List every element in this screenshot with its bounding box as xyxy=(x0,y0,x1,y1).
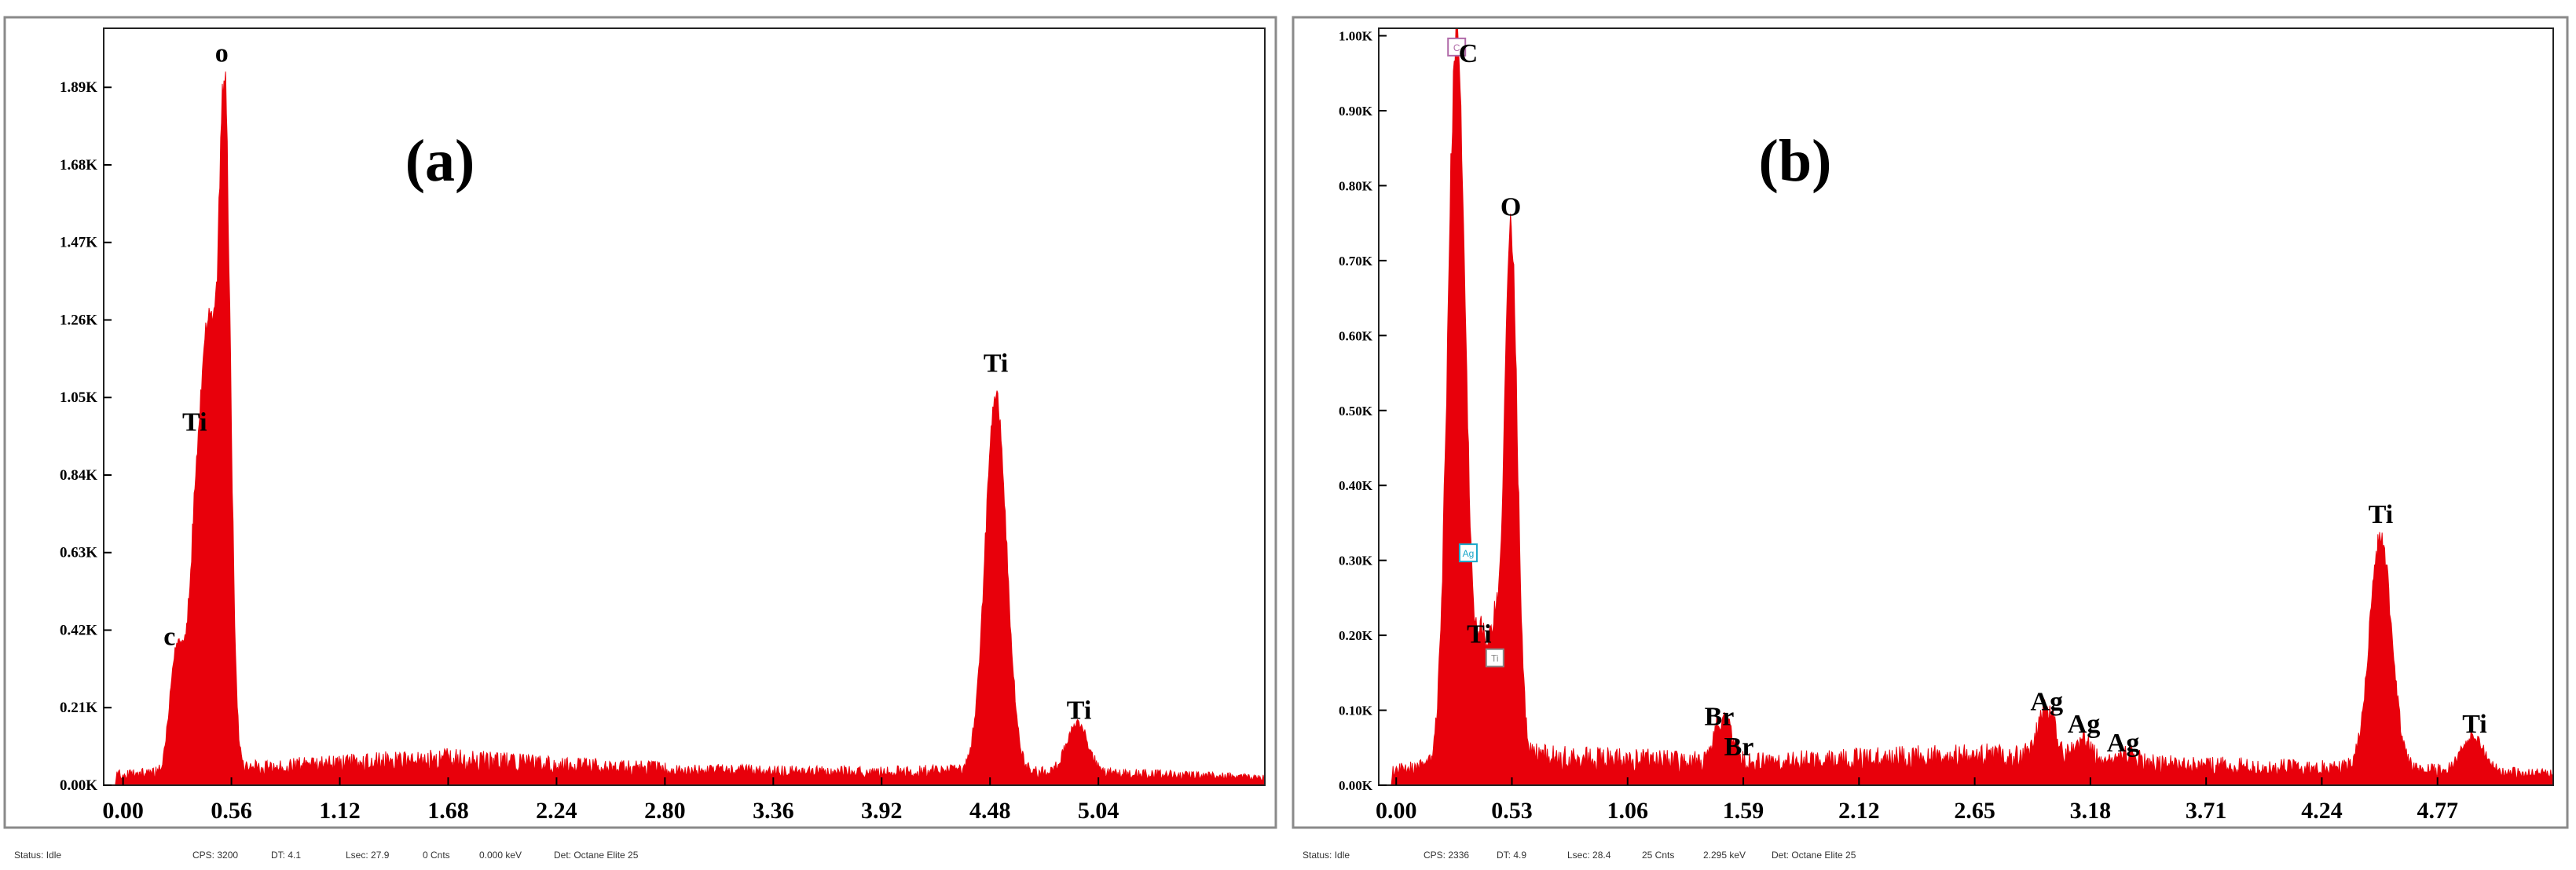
status-dt: DT: 4.9 xyxy=(1497,850,1527,861)
spectrum-area xyxy=(104,71,1266,786)
y-tick-label: 0.60K xyxy=(1339,328,1373,343)
x-tick-label: 3.71 xyxy=(2186,798,2227,824)
y-tick-label: 0.20K xyxy=(1339,628,1373,643)
status-det: Det: Octane Elite 25 xyxy=(554,850,639,861)
element-marker-box: Ag xyxy=(1458,543,1478,563)
status-dt: DT: 4.1 xyxy=(271,850,302,861)
y-tick-label: 0.84K xyxy=(60,467,97,484)
x-tick-label: 1.12 xyxy=(319,798,361,824)
y-tick-label: 0.70K xyxy=(1339,254,1373,269)
peak-label: c xyxy=(163,622,175,651)
status-kev: 0.000 keV xyxy=(479,850,522,861)
spectrum-area xyxy=(1379,27,2554,786)
eds-spectrum-chart-b: 0.00K 0.10K 0.20K 0.30K 0.40K 0.50K 0.60K 0.70K… xyxy=(1292,16,2569,829)
peak-label: Ti xyxy=(984,349,1009,378)
status-lsec: Lsec: 28.4 xyxy=(1567,850,1611,861)
y-tick-label: 0.21K xyxy=(60,700,97,716)
peak-label: C xyxy=(1459,39,1479,68)
peak-label: Ti xyxy=(1467,620,1492,649)
peak-label: Ti xyxy=(1067,696,1092,725)
y-tick-label: 0.40K xyxy=(1339,478,1373,493)
element-marker-box: C xyxy=(1447,37,1467,57)
status-state: Status: Idle xyxy=(14,850,62,861)
status-lsec: Lsec: 27.9 xyxy=(346,850,390,861)
status-cnts: 0 Cnts xyxy=(423,850,450,861)
y-tick-label: 0.90K xyxy=(1339,104,1373,119)
peak-label: Br xyxy=(1724,733,1754,762)
element-marker-label: Ti xyxy=(1491,653,1499,664)
x-tick-label: 1.68 xyxy=(427,798,469,824)
x-tick-label: 1.59 xyxy=(1723,798,1764,824)
panel-label: (a) xyxy=(405,128,475,194)
y-tick-label: 1.47K xyxy=(60,235,97,251)
x-tick-label: 4.77 xyxy=(2417,798,2458,824)
y-tick-label: 0.63K xyxy=(60,545,97,561)
status-cps: CPS: 2336 xyxy=(1424,850,1470,861)
element-marker-label: C xyxy=(1453,42,1460,53)
status-bar-a: Status: Idle CPS: 3200 DT: 4.1 Lsec: 27.… xyxy=(0,839,1288,870)
y-tick-label: 0.42K xyxy=(60,622,97,638)
peak-label: Ti xyxy=(182,408,207,437)
x-tick-label: 0.56 xyxy=(211,798,252,824)
x-tick-label: 0.53 xyxy=(1491,798,1533,824)
element-marker-box: Ti xyxy=(1485,648,1504,667)
y-tick-label: 1.68K xyxy=(60,157,97,174)
status-state: Status: Idle xyxy=(1303,850,1350,861)
x-tick-label: 2.12 xyxy=(1838,798,1880,824)
status-bar-b: Status: Idle CPS: 2336 DT: 4.9 Lsec: 28.… xyxy=(1288,839,2576,870)
x-tick-label: 0.00 xyxy=(102,798,144,824)
peak-label: Ti xyxy=(2462,710,2487,739)
y-tick-label: 0.80K xyxy=(1339,178,1373,193)
x-tick-label: 3.92 xyxy=(861,798,903,824)
y-tick-label: 0.00K xyxy=(60,777,97,794)
status-det: Det: Octane Elite 25 xyxy=(1772,850,1856,861)
eds-spectrum-panel-b: 0.00K 0.10K 0.20K 0.30K 0.40K 0.50K 0.60K 0.70K… xyxy=(1288,0,2576,870)
status-cps: CPS: 3200 xyxy=(192,850,239,861)
y-tick-label: 1.26K xyxy=(60,312,97,328)
plot-area-border xyxy=(103,27,1266,786)
x-tick-label: 0.00 xyxy=(1376,798,1417,824)
x-tick-label: 3.18 xyxy=(2070,798,2112,824)
x-tick-label: 5.04 xyxy=(1078,798,1119,824)
peak-label: O xyxy=(1501,193,1521,222)
x-tick-label: 4.24 xyxy=(2301,798,2343,824)
x-tick-label: 2.24 xyxy=(536,798,577,824)
y-tick-label: 0.00K xyxy=(1339,778,1373,793)
panel-label: (b) xyxy=(1759,128,1832,194)
x-tick-label: 2.80 xyxy=(644,798,686,824)
status-cnts: 25 Cnts xyxy=(1642,850,1675,861)
plot-area-border xyxy=(1378,27,2554,786)
y-tick-label: 1.00K xyxy=(1339,29,1373,44)
status-kev: 2.295 keV xyxy=(1703,850,1746,861)
y-tick-label: 0.10K xyxy=(1339,704,1373,718)
peak-label: Ti xyxy=(2369,500,2394,529)
x-tick-label: 2.65 xyxy=(1954,798,1995,824)
y-tick-label: 1.05K xyxy=(60,389,97,406)
peak-label: Br xyxy=(1705,703,1735,732)
eds-spectrum-panel-a: 0.00K 0.21K 0.42K 0.63K 0.84K 1.05K 1.26K 1.47K… xyxy=(0,16,1288,870)
eds-spectrum-chart-a: 0.00K 0.21K 0.42K 0.63K 0.84K 1.05K 1.26K 1.47K… xyxy=(3,16,1277,829)
peak-label: Ag xyxy=(2031,688,2064,717)
peak-label: Ag xyxy=(2068,710,2101,739)
x-tick-label: 4.48 xyxy=(969,798,1011,824)
peak-label: o xyxy=(215,38,229,68)
peak-label: Ag xyxy=(2107,729,2140,758)
y-tick-label: 1.89K xyxy=(60,79,97,96)
x-tick-label: 3.36 xyxy=(753,798,794,824)
y-tick-label: 0.30K xyxy=(1339,554,1373,568)
y-tick-label: 0.50K xyxy=(1339,404,1373,419)
element-marker-label: Ag xyxy=(1463,548,1475,559)
x-tick-label: 1.06 xyxy=(1607,798,1649,824)
